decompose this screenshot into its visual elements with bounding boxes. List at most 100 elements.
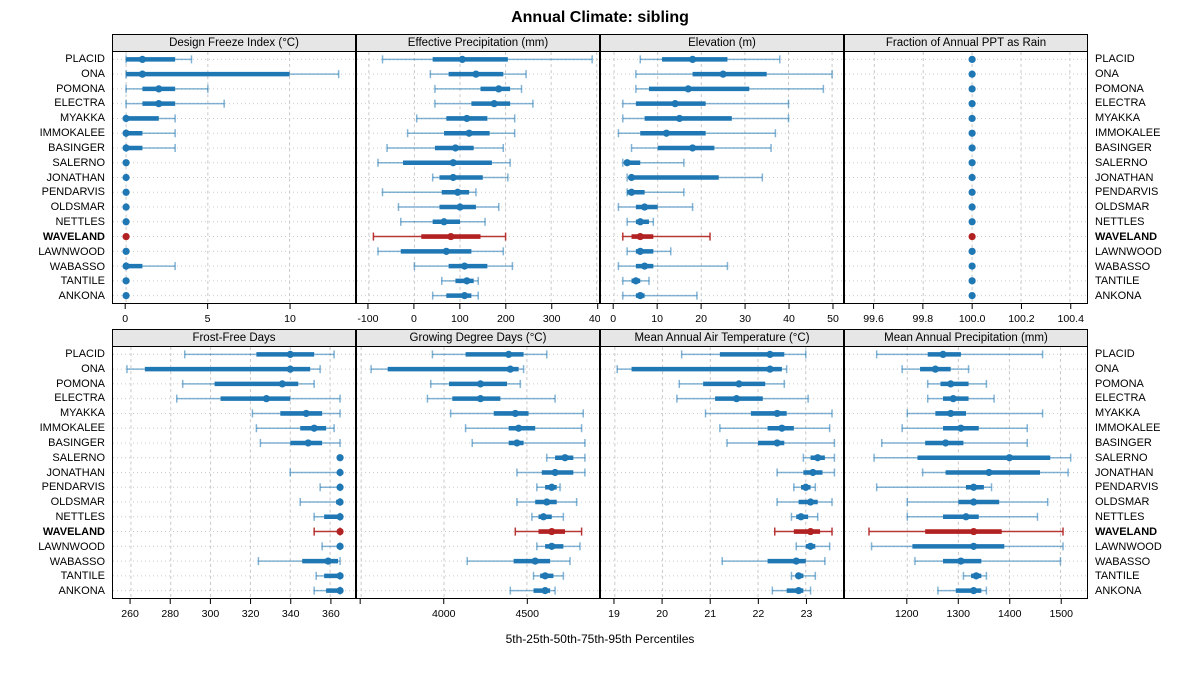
site-label: WABASSO	[1095, 555, 1151, 568]
panel-axis-svg: 1200 1300 1400 1500	[895, 599, 1073, 620]
site-label: LAWNWOOD	[1095, 540, 1162, 553]
site-label: SALERNO	[1095, 451, 1148, 464]
svg-text:19: 19	[608, 608, 620, 620]
site-label: IMMOKALEE	[1095, 422, 1161, 435]
svg-text:0: 0	[610, 313, 616, 325]
site-label: ONA	[1095, 362, 1119, 375]
site-label-list: PLACID ONA POMONA ELECTRA MYAKKA IMMOKALEE BAS…	[0, 52, 112, 304]
svg-text:21: 21	[704, 608, 716, 620]
svg-text:300: 300	[543, 313, 561, 325]
site-label: SALERNO	[52, 451, 105, 464]
panel-plot-svg	[845, 347, 1087, 598]
site-label: NETTLES	[1095, 216, 1145, 229]
panel-elevation: Elevation (m) 0 10 20 30 40 50	[600, 34, 844, 329]
site-label: IMMOKALEE	[39, 127, 105, 140]
site-label: WABASSO	[1095, 260, 1151, 273]
site-label: ELECTRA	[54, 97, 105, 110]
site-label: POMONA	[1095, 377, 1144, 390]
site-label-column-right: PLACID ONA POMONA ELECTRA MYAKKA IMMOKALEE BAS…	[0, 34, 112, 329]
panel-axis-mean-annual-air-temperature: 19 20 21 22 23	[600, 599, 844, 624]
panel-plot-svg	[845, 52, 1087, 303]
site-label: OLDSMAR	[50, 201, 105, 214]
site-label: PLACID	[1095, 347, 1135, 360]
label-spacer	[0, 329, 112, 347]
site-label: ELECTRA	[1095, 392, 1146, 405]
svg-text:1200: 1200	[895, 608, 919, 620]
panel-axis-effective-precipitation: -100 0 100 200 300 400	[356, 304, 600, 329]
panel-header-frost-free-days: Frost-Free Days	[112, 329, 356, 347]
site-label: OLDSMAR	[50, 496, 105, 509]
panel-axis-growing-degree-days: 4000 4500	[356, 599, 600, 624]
label-spacer	[0, 34, 112, 52]
site-label: ELECTRA	[1095, 97, 1146, 110]
panel-plot-svg	[113, 52, 355, 303]
site-label: SALERNO	[52, 156, 105, 169]
panel-plot-mean-annual-air-temperature	[600, 347, 844, 599]
panel-axis-svg: 0 5 10	[122, 304, 296, 325]
figure-caption: 5th-25th-50th-75th-95th Percentiles	[505, 632, 695, 646]
svg-text:260: 260	[121, 608, 139, 620]
svg-text:5: 5	[205, 313, 211, 325]
svg-text:100.2: 100.2	[1008, 313, 1035, 325]
panel-plot-frost-free-days	[112, 347, 356, 599]
svg-text:200: 200	[497, 313, 515, 325]
svg-text:40: 40	[783, 313, 795, 325]
panel-axis-elevation: 0 10 20 30 40 50	[600, 304, 844, 329]
site-label-list: PLACID ONA POMONA ELECTRA MYAKKA IMMOKALEE BAS…	[1088, 347, 1200, 599]
panel-axis-mean-annual-precipitation: 1200 1300 1400 1500	[844, 599, 1088, 624]
site-label-column-left: PLACID ONA POMONA ELECTRA MYAKKA IMMOKALEE BAS…	[1088, 329, 1200, 624]
panel-header-design-freeze-index: Design Freeze Index (°C)	[112, 34, 356, 52]
site-label: BASINGER	[48, 141, 105, 154]
svg-text:320: 320	[242, 608, 260, 620]
site-label: PLACID	[65, 347, 105, 360]
svg-text:100: 100	[451, 313, 469, 325]
panel-plot-svg	[113, 347, 355, 598]
svg-text:4500: 4500	[516, 608, 540, 620]
panel-plot-effective-precipitation	[356, 52, 600, 304]
site-label: MYAKKA	[59, 112, 105, 125]
svg-text:23: 23	[801, 608, 813, 620]
panel-design-freeze-index: Design Freeze Index (°C) 0 5 10	[112, 34, 356, 329]
svg-text:100.4: 100.4	[1058, 313, 1085, 325]
site-label: MYAKKA	[59, 407, 105, 420]
panel-header-elevation: Elevation (m)	[600, 34, 844, 52]
site-label-list: PLACID ONA POMONA ELECTRA MYAKKA IMMOKALEE BAS…	[1088, 52, 1200, 304]
svg-text:300: 300	[202, 608, 220, 620]
site-label: WABASSO	[49, 555, 105, 568]
site-label: TANTILE	[1095, 275, 1140, 288]
svg-text:360: 360	[322, 608, 340, 620]
panel-plot-fraction-annual-ppt-rain	[844, 52, 1088, 304]
site-label: TANTILE	[1095, 570, 1140, 583]
site-label: PENDARVIS	[1095, 481, 1159, 494]
svg-text:4000: 4000	[432, 608, 456, 620]
site-label: BASINGER	[48, 436, 105, 449]
site-label: ANKONA	[1095, 585, 1142, 598]
panel-plot-svg	[357, 52, 599, 303]
panel-header-mean-annual-air-temperature: Mean Annual Air Temperature (°C)	[600, 329, 844, 347]
panel-header-fraction-annual-ppt-rain: Fraction of Annual PPT as Rain	[844, 34, 1088, 52]
panel-header-effective-precipitation: Effective Precipitation (mm)	[356, 34, 600, 52]
site-label: JONATHAN	[1095, 171, 1154, 184]
panel-header-mean-annual-precipitation: Mean Annual Precipitation (mm)	[844, 329, 1088, 347]
svg-text:20: 20	[656, 608, 668, 620]
panel-axis-fraction-annual-ppt-rain: 99.6 99.8 100.0 100.2 100.4	[844, 304, 1088, 329]
panel-plot-elevation	[600, 52, 844, 304]
panel-axis-svg: 0 10 20 30 40 50	[610, 304, 839, 325]
site-label: IMMOKALEE	[1095, 127, 1161, 140]
site-label: NETTLES	[55, 216, 105, 229]
site-label: MYAKKA	[1095, 112, 1141, 125]
site-label: POMONA	[56, 82, 105, 95]
panel-plot-svg	[601, 347, 843, 598]
panel-plot-svg	[357, 347, 599, 598]
panel-axis-svg: 19 20 21 22 23	[608, 599, 813, 620]
site-label: NETTLES	[1095, 511, 1145, 524]
svg-text:340: 340	[282, 608, 300, 620]
svg-text:100.0: 100.0	[959, 313, 986, 325]
site-label: ONA	[81, 362, 105, 375]
figure-title: Annual Climate: sibling	[511, 9, 689, 26]
panel-row-top: PLACID ONA POMONA ELECTRA MYAKKA IMMOKALEE BAS…	[0, 34, 1200, 329]
site-label: BASINGER	[1095, 141, 1152, 154]
svg-text:-100: -100	[357, 313, 378, 325]
site-label: WAVELAND	[1095, 525, 1158, 538]
site-label: JONATHAN	[1095, 466, 1154, 479]
